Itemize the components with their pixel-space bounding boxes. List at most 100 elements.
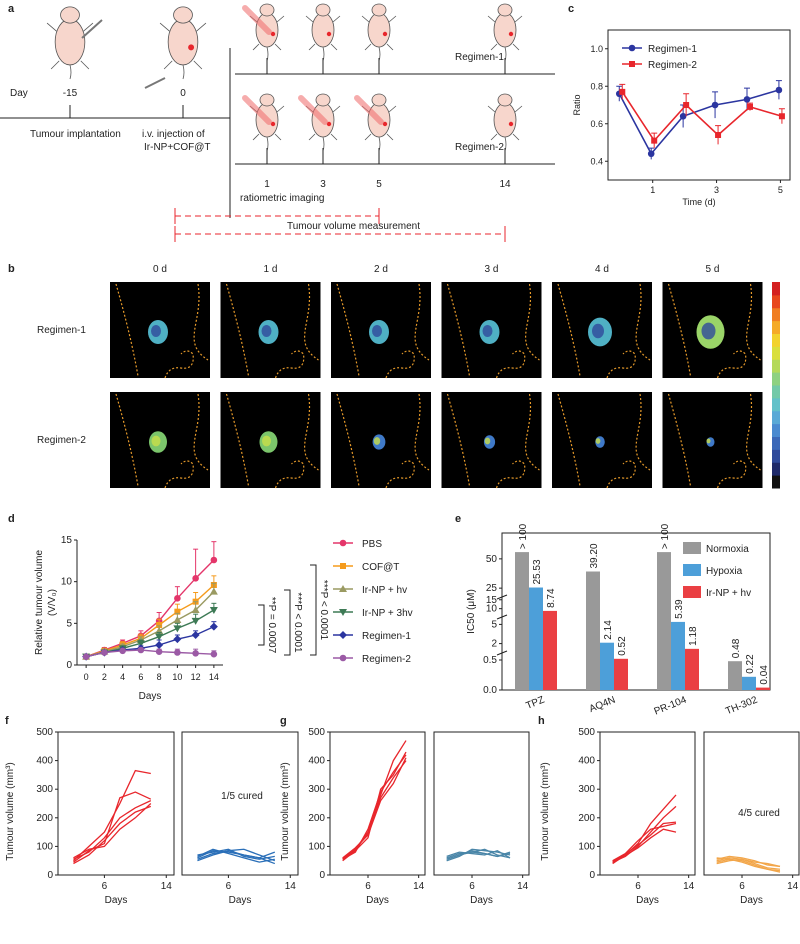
panel-b-images: 0 d 1 d 2 d 3 d 4 d 5 d Regimen-1 Regimen-2 [37,264,763,489]
xlabel: Days [366,895,389,906]
b-colorbar-segment [772,436,780,450]
plot-frame [329,731,426,876]
b-row-label: Regimen-2 [37,435,86,446]
c-point [683,102,690,108]
mouse-leg-left [490,43,498,51]
mouse-tail [182,64,185,80]
d-ytick-label: 15 [61,535,73,546]
mouse-leg-right [386,133,394,141]
mouse-leg-right [274,133,282,141]
e-ytick-label: 0.0 [483,685,497,696]
b-outline-left [225,283,250,377]
c-ylabel: Ratio [572,94,582,115]
mouse-curve [612,822,677,862]
mouse-r2-0 [242,93,285,152]
e-bar-label: 1.18 [688,626,699,646]
mouse-arm-left [487,15,496,23]
b-image-cell [662,282,763,379]
e-bar [529,587,543,690]
b-colorbar-segment [772,359,780,373]
b-image-cell [441,392,542,489]
mouse-curve [716,858,781,868]
d-point [136,640,145,648]
panel-g-label: g [280,715,287,727]
e-ytick-label: 5 [491,619,497,630]
b-colorbar-segment [772,410,780,425]
a-day-1: 1 [264,179,270,190]
c-point [651,137,658,144]
xtick-label: 6 [226,881,232,892]
d-point [339,609,347,616]
mouse-r1-0 [242,3,285,62]
mouse-leg-left [308,43,316,51]
xlabel: Days [740,895,763,906]
b-tumour-core [592,323,604,339]
a-day-5: 5 [376,179,382,190]
b-outline-left [336,283,360,377]
ytick-label: 100 [308,841,325,852]
b-colorbar-segment [772,385,780,399]
d-xtick-label: 12 [191,672,201,682]
a-day-0: 0 [180,88,186,99]
ytick-label: 500 [36,727,53,738]
d-point [191,606,200,613]
e-ytick-label: 25 [486,583,498,594]
mouse-curve [716,855,781,868]
b-outline-right [414,283,430,361]
e-legend-label: Ir-NP + hv [706,588,751,599]
a-day-minus15: -15 [63,88,78,99]
e-ytick-label: 10 [486,604,498,615]
ytick-label: 500 [308,727,325,738]
d-point [339,654,347,662]
e-xtick-label: PR-104 [653,694,689,717]
mouse-curve [342,740,407,860]
mouse-head [60,6,80,24]
mouse-leg-left [50,60,60,70]
b-outline-right [746,393,761,471]
a-tumour-implantation: Tumour implantation [30,129,121,140]
ytick-label: 300 [578,784,595,795]
cured-annotation: 1/5 cured [221,791,263,802]
b-image-cell [552,282,652,379]
e-bar [742,676,756,690]
mouse-leg-right [80,60,90,70]
b-colorbar-segment [772,294,780,309]
mouse-body [493,12,517,48]
mouse-tumour [326,31,332,37]
b-image-cell [331,392,431,489]
d-point [156,622,163,628]
b-day-label: 1 d [264,264,278,275]
d-legend-label: Ir-NP + hv [362,585,407,596]
mouse-curve [612,794,677,865]
d-point [209,607,218,614]
b-row-label: Regimen-1 [37,325,86,336]
a-tumour-volume-label: Tumour volume measurement [287,221,420,232]
e-plot-frame [501,532,771,691]
mouse-leg-left [490,133,498,141]
mouse-curve [342,757,407,859]
e-xtick-label: TPZ [524,695,546,712]
mouse-0 [46,6,103,80]
d-xtick-label: 8 [157,672,162,682]
c-xtick-label: 5 [778,185,783,195]
d-ytick-label: 5 [66,618,72,629]
xlabel: Days [470,895,493,906]
mouse-tumour [508,121,514,127]
b-tumour-core [262,435,271,447]
b-outline-left [446,283,471,377]
e-axis-break [496,594,508,600]
d-legend-label: Regimen-1 [362,631,411,642]
panel-g-box-left: 6 14 [329,731,426,892]
d-point [119,647,126,655]
b-image-cell [110,392,210,489]
b-image-cell [220,282,321,379]
c-legend-marker [629,61,635,67]
ytick-label: 200 [578,813,595,824]
b-tumour-core [482,325,493,337]
c-xtick-label: 3 [714,185,719,195]
mouse-arm-left [361,15,370,23]
c-ytick-label: 0.4 [590,156,603,166]
b-outline-left [225,393,250,487]
d-point [209,587,218,595]
b-outline-right [635,393,651,471]
